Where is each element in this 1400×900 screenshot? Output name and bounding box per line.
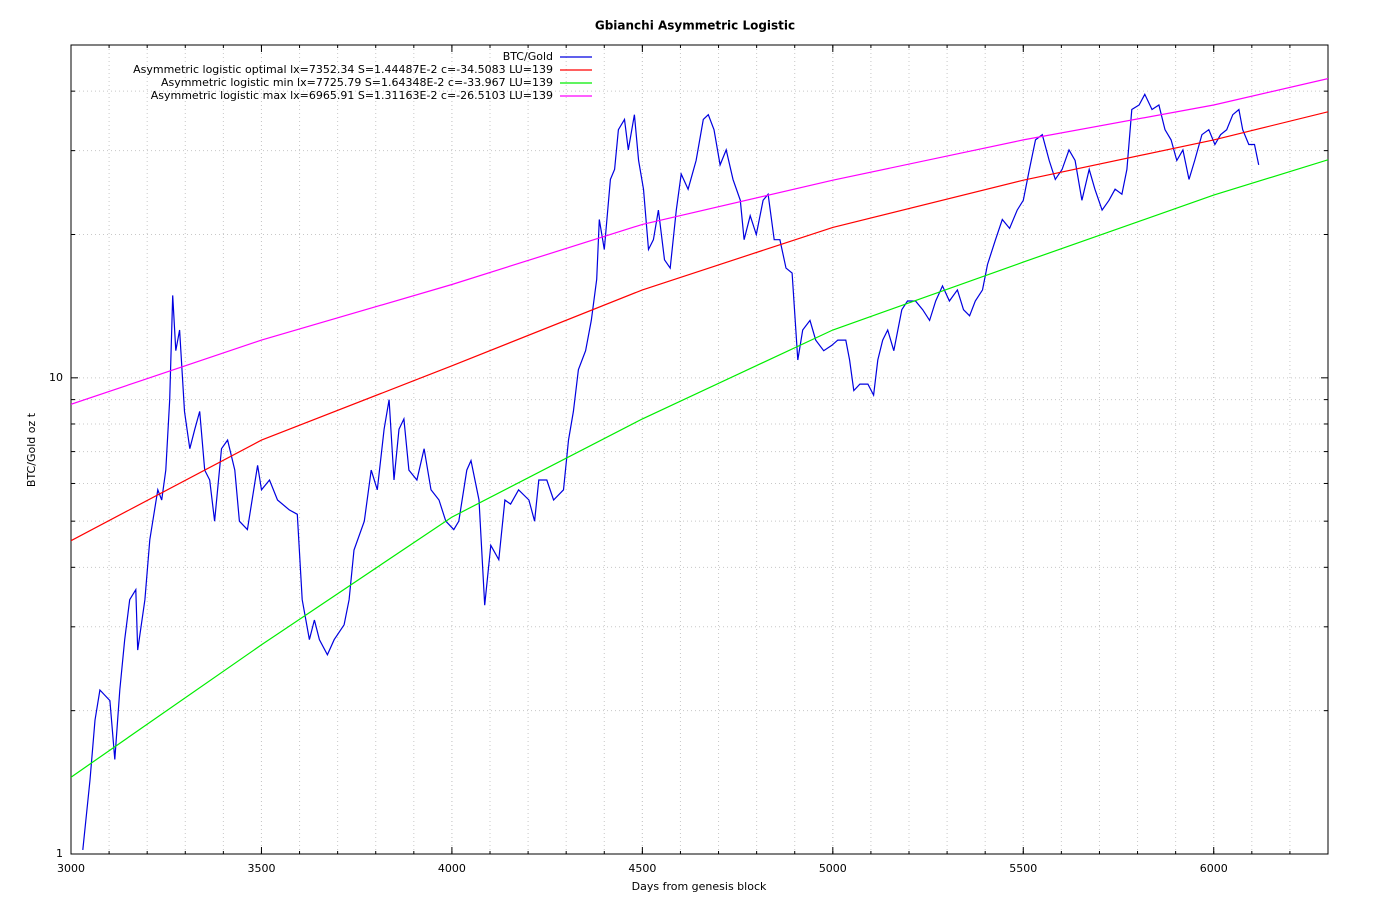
chart-title: Gbianchi Asymmetric Logistic <box>595 19 795 33</box>
x-tick-label: 3000 <box>57 862 85 875</box>
y-tick-label: 10 <box>49 371 63 384</box>
y-tick-label: 1 <box>56 847 63 860</box>
series-line <box>71 159 1328 778</box>
x-tick-label: 5000 <box>819 862 847 875</box>
series-line <box>71 78 1328 405</box>
x-tick-label: 6000 <box>1200 862 1228 875</box>
legend-label: Asymmetric logistic optimal lx=7352.34 S… <box>133 63 553 76</box>
x-tick-label: 3500 <box>247 862 275 875</box>
x-tick-label: 4500 <box>628 862 656 875</box>
legend-label: Asymmetric logistic max lx=6965.91 S=1.3… <box>151 89 553 102</box>
legend-label: BTC/Gold <box>503 50 553 63</box>
x-tick-label: 4000 <box>438 862 466 875</box>
series-line <box>82 92 1260 850</box>
x-axis-label: Days from genesis block <box>632 880 767 893</box>
series-line <box>71 111 1328 542</box>
y-axis-label: BTC/Gold oz t <box>25 412 38 487</box>
x-tick-label: 5500 <box>1009 862 1037 875</box>
plot-frame <box>70 44 1329 855</box>
legend-label: Asymmetric logistic min lx=7725.79 S=1.6… <box>161 76 553 89</box>
